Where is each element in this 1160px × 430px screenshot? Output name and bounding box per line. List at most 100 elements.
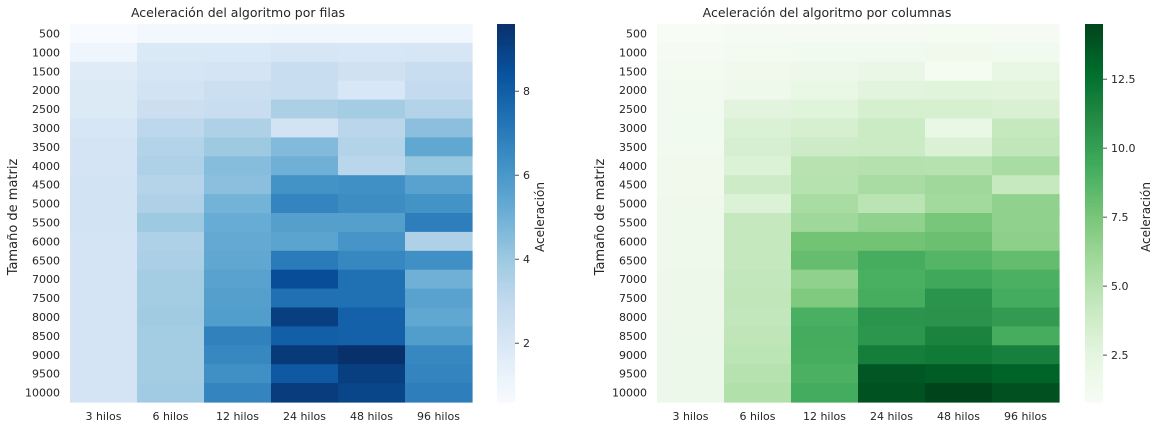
colorbar-segment — [1085, 61, 1103, 66]
heatmap-cell — [137, 99, 205, 120]
colorbar-segment — [497, 244, 515, 249]
colorbar-tick-label: 8 — [523, 85, 530, 98]
y-tick-label: 5500 — [32, 216, 60, 229]
heatmap-cell — [338, 269, 406, 290]
colorbar-segment — [1085, 320, 1103, 324]
colorbar-segment — [1085, 288, 1103, 293]
heatmap-cell — [204, 213, 272, 233]
colorbar-segment — [497, 285, 515, 290]
colorbar-tick-label: 7.5 — [1111, 211, 1129, 224]
heatmap-cell — [992, 194, 1060, 214]
x-tick-label: 48 hilos — [937, 410, 980, 423]
colorbar-segment — [1085, 332, 1103, 337]
colorbar-segment — [497, 143, 515, 148]
heatmap-cell — [137, 24, 205, 44]
heatmap-cell — [858, 194, 926, 214]
colorbar-segment — [1085, 49, 1103, 53]
heatmap-cell — [858, 175, 926, 195]
y-tick-label: 1500 — [32, 65, 60, 78]
colorbar-segment — [497, 74, 515, 79]
heatmap-cell — [858, 24, 926, 44]
heatmap-cell — [657, 156, 725, 176]
heatmap-cell — [405, 118, 473, 138]
heatmap-cell — [137, 383, 205, 403]
heatmap-cell — [791, 288, 859, 309]
heatmap-cell — [925, 194, 993, 214]
colorbar-segment — [497, 231, 515, 236]
heatmap-cell — [992, 137, 1060, 157]
colorbar-segment — [1085, 260, 1103, 264]
y-tick-label: 4500 — [32, 179, 60, 192]
heatmap-cell — [137, 345, 205, 365]
x-tick-label: 12 hilos — [803, 410, 846, 423]
colorbar-segment — [497, 238, 515, 242]
colorbar-segment — [1085, 313, 1103, 318]
colorbar-segment — [497, 68, 515, 72]
colorbar-segment — [1085, 80, 1103, 85]
heatmap-cell — [137, 61, 205, 82]
heatmap-cell — [791, 175, 859, 195]
heatmap-cell — [137, 288, 205, 309]
colorbar-segment — [497, 153, 515, 157]
heatmap-cell — [657, 194, 725, 214]
heatmap-cell — [858, 364, 926, 384]
heatmap-cell — [204, 383, 272, 403]
heatmap-cell — [657, 326, 725, 346]
colorbar-segment — [1085, 250, 1103, 255]
x-tick-label: 6 hilos — [739, 410, 775, 423]
y-tick-label: 1000 — [32, 46, 60, 59]
colorbar-segment — [497, 184, 515, 189]
colorbar-segment — [1085, 348, 1103, 353]
heatmap-cell — [405, 231, 473, 252]
heatmap-cell — [992, 231, 1060, 252]
heatmap-cell — [858, 156, 926, 176]
heatmap-cell — [724, 307, 792, 327]
colorbar-segment — [1085, 30, 1103, 34]
colorbar-segment — [497, 46, 515, 50]
colorbar-segment — [497, 71, 515, 75]
heatmap-cell — [657, 288, 725, 309]
colorbar-segment — [1085, 168, 1103, 173]
colorbar-segment — [497, 124, 515, 129]
y-tick-label: 6000 — [619, 235, 647, 248]
colorbar-segment — [1085, 118, 1103, 123]
heatmap-cell — [137, 364, 205, 384]
colorbar-segment — [1085, 55, 1103, 60]
colorbar-segment — [497, 235, 515, 239]
colorbar-segment — [497, 339, 515, 343]
colorbar-segment — [497, 288, 515, 293]
y-tick-label: 2500 — [32, 103, 60, 116]
heatmap-cell — [858, 137, 926, 157]
heatmap-cell — [405, 326, 473, 346]
heatmap-cell — [657, 118, 725, 138]
colorbar: 2 4 6 8 — [497, 24, 530, 403]
heatmap-cell — [925, 250, 993, 271]
heatmap-cell — [271, 213, 339, 233]
colorbar-segment — [1085, 194, 1103, 198]
heatmap-cell — [724, 61, 792, 82]
heatmap-cell — [405, 288, 473, 309]
colorbar-segment — [497, 197, 515, 201]
heatmap-cell — [657, 364, 725, 384]
colorbar-segment — [497, 206, 515, 211]
heatmap-cell — [405, 194, 473, 214]
heatmap-cell — [338, 194, 406, 214]
heatmap-cell — [338, 288, 406, 309]
colorbar-tick-label: 2.5 — [1111, 349, 1129, 362]
heatmap-cell — [405, 269, 473, 290]
colorbar-segment — [497, 298, 515, 302]
heatmap-cell — [70, 250, 138, 271]
x-tick-label: 6 hilos — [152, 410, 188, 423]
colorbar-segment — [1085, 200, 1103, 205]
colorbar-segment — [497, 134, 515, 138]
heatmap-cell — [405, 61, 473, 82]
colorbar-segment — [497, 33, 515, 38]
colorbar-label: Aceleración — [1139, 182, 1153, 252]
heatmap-cell — [724, 345, 792, 365]
colorbar-segment — [1085, 219, 1103, 223]
colorbar-segment — [1085, 294, 1103, 299]
colorbar-segment — [497, 342, 515, 346]
heatmap-cell — [137, 326, 205, 346]
heatmap-cell — [271, 80, 339, 101]
y-tick-label: 3500 — [619, 141, 647, 154]
